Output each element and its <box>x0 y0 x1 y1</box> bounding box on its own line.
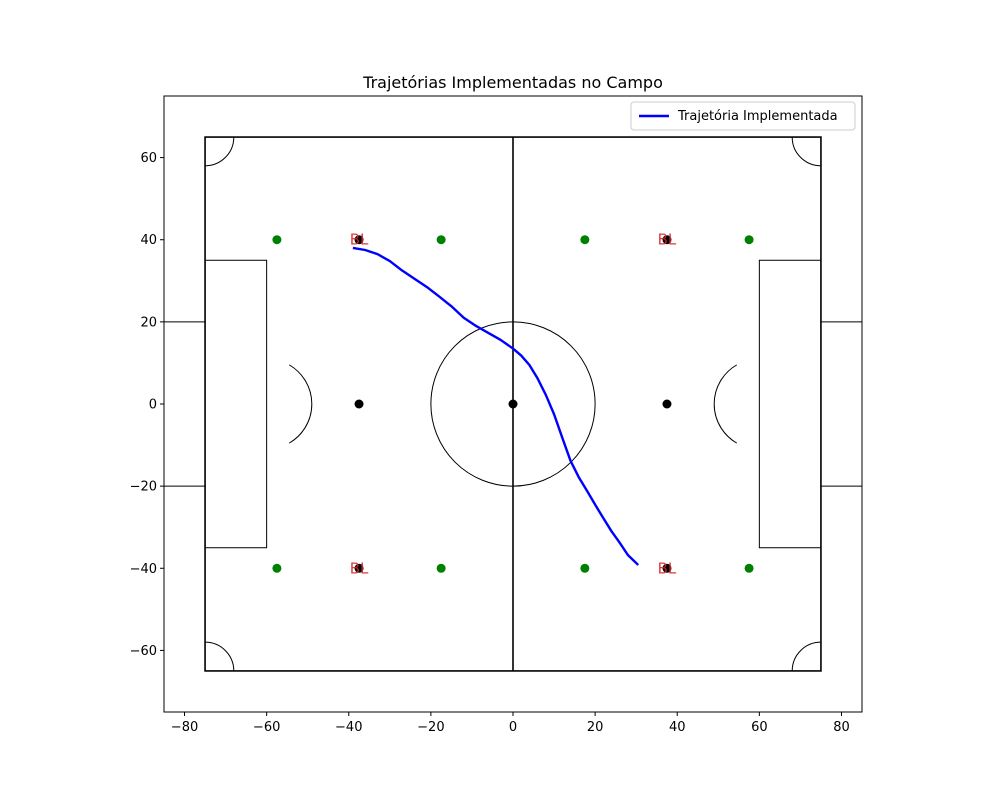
y-tick-label-2: −20 <box>130 480 157 495</box>
y-tick-label-1: −40 <box>130 562 157 577</box>
trajectory-line <box>352 246 640 566</box>
x-tick-label-4: 0 <box>509 720 517 735</box>
black-point-4 <box>662 235 672 245</box>
marker-label-0: BL <box>350 231 369 249</box>
black-point-3 <box>354 235 364 245</box>
marker-label-3: BL <box>658 559 677 577</box>
y-tick-label-0: −60 <box>130 644 157 659</box>
x-tick-label-5: 20 <box>587 720 604 735</box>
green-point-2 <box>580 235 590 245</box>
green-point-7 <box>744 563 754 573</box>
legend-label: Trajetória Implementada <box>677 109 838 124</box>
y-tick-label-5: 40 <box>140 233 157 248</box>
y-tick-label-6: 60 <box>140 151 157 166</box>
left-penalty-box <box>204 259 268 549</box>
black-point-5 <box>354 563 364 573</box>
x-tick-label-1: −60 <box>253 720 280 735</box>
y-tick-label-3: 0 <box>149 398 157 413</box>
green-point-4 <box>272 563 282 573</box>
corner-arc-bottom-left <box>205 641 235 671</box>
right-penalty-box <box>758 259 822 549</box>
green-point-6 <box>580 563 590 573</box>
left-penalty-arc <box>288 364 313 444</box>
corner-arc-top-left <box>205 137 235 167</box>
y-tick-label-4: 20 <box>140 315 157 330</box>
black-point-6 <box>662 563 672 573</box>
chart-title: Trajetórias Implementadas no Campo <box>362 73 663 92</box>
corner-arc-bottom-right <box>791 641 821 671</box>
right-penalty-arc <box>713 364 738 444</box>
legend-box <box>630 101 856 131</box>
green-point-1 <box>436 235 446 245</box>
x-tick-label-8: 80 <box>833 720 850 735</box>
x-tick-label-6: 40 <box>669 720 686 735</box>
black-point-0 <box>354 399 364 409</box>
marker-label-1: BL <box>658 231 677 249</box>
corner-arc-top-right <box>791 137 821 167</box>
legend: Trajetória Implementada <box>630 101 856 131</box>
plot-area: BL BL BL BL <box>164 136 862 672</box>
center-circle <box>430 321 596 487</box>
black-point-1 <box>508 399 518 409</box>
marker-label-2: BL <box>350 559 369 577</box>
x-tick-label-2: −40 <box>335 720 362 735</box>
x-tick-label-0: −80 <box>171 720 198 735</box>
black-point-2 <box>662 399 672 409</box>
green-point-0 <box>272 235 282 245</box>
axis-ticks: −80 −60 −40 −20 0 20 40 60 80 −60 −40 −20 0 20 40 60 <box>130 151 850 735</box>
green-point-3 <box>744 235 754 245</box>
x-tick-label-7: 60 <box>751 720 768 735</box>
x-tick-label-3: −20 <box>417 720 444 735</box>
green-point-5 <box>436 563 446 573</box>
